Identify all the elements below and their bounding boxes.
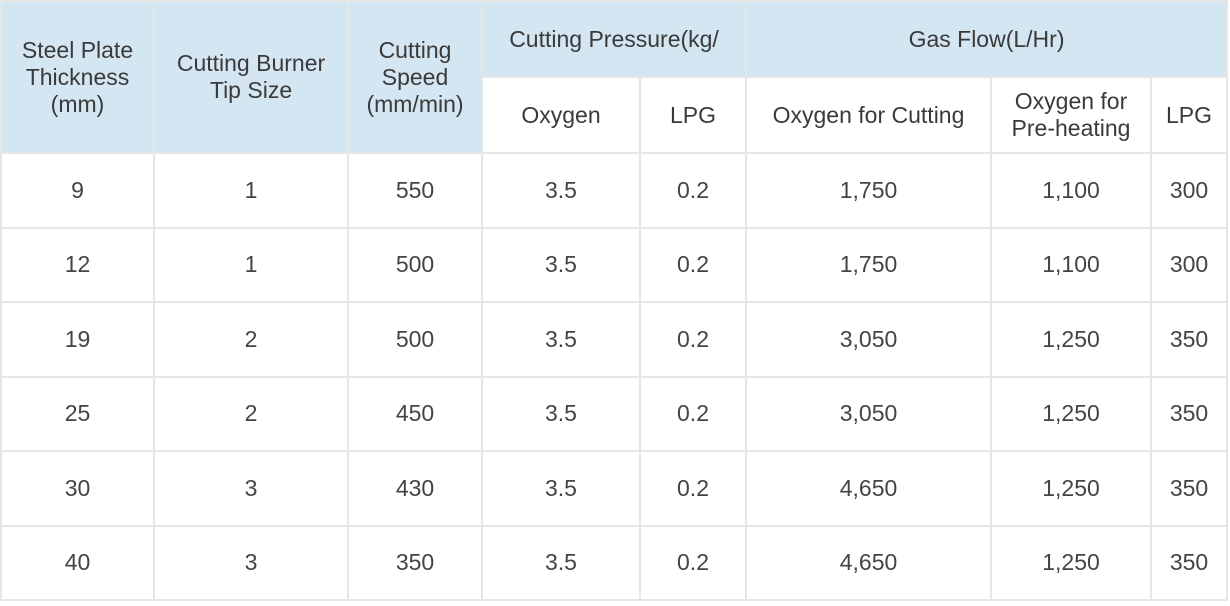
header-row-sub: Oxygen LPG Oxygen for Cutting Oxygen for… [1, 76, 1229, 154]
table-body: 9 1 550 3.5 0.2 1,750 1,100 300 12 1 500… [0, 152, 1229, 601]
header-flow-oxygen-preheating: Oxygen for Pre-heating [990, 76, 1153, 154]
table-row: 19 2 500 3.5 0.2 3,050 1,250 350 [0, 301, 1229, 378]
header-row-top: Steel Plate Thickness (mm) Cutting Burne… [0, 0, 1229, 154]
cell-pressure-oxygen: 3.5 [481, 152, 641, 229]
cell-pressure-lpg: 0.2 [638, 301, 748, 378]
cell-speed: 450 [347, 375, 483, 452]
cell-thickness: 30 [0, 450, 155, 527]
cell-tip-size: 3 [153, 450, 349, 527]
cell-thickness: 40 [0, 524, 155, 601]
cell-flow-oxygen-cutting: 3,050 [745, 375, 993, 452]
cell-speed: 430 [347, 450, 483, 527]
header-pressure-oxygen: Oxygen [481, 76, 641, 154]
cell-flow-lpg: 350 [1150, 450, 1229, 527]
header-thickness: Steel Plate Thickness (mm) [0, 0, 155, 154]
cell-thickness: 25 [0, 375, 155, 452]
cell-flow-lpg: 350 [1150, 375, 1229, 452]
cell-flow-lpg: 350 [1150, 524, 1229, 601]
cell-flow-oxygen-preheating: 1,250 [990, 524, 1153, 601]
cell-pressure-oxygen: 3.5 [481, 301, 641, 378]
cell-flow-lpg: 300 [1150, 226, 1229, 303]
cell-thickness: 12 [0, 226, 155, 303]
cell-pressure-lpg: 0.2 [638, 375, 748, 452]
cell-tip-size: 2 [153, 375, 349, 452]
cell-tip-size: 1 [153, 226, 349, 303]
cell-flow-lpg: 300 [1150, 152, 1229, 229]
cell-flow-oxygen-preheating: 1,250 [990, 375, 1153, 452]
header-flow-oxygen-cutting: Oxygen for Cutting [745, 76, 993, 154]
cell-flow-oxygen-cutting: 1,750 [745, 226, 993, 303]
cell-tip-size: 2 [153, 301, 349, 378]
cell-pressure-lpg: 0.2 [638, 152, 748, 229]
cell-thickness: 19 [0, 301, 155, 378]
cell-speed: 500 [347, 226, 483, 303]
cell-flow-oxygen-cutting: 4,650 [745, 524, 993, 601]
table-row: 30 3 430 3.5 0.2 4,650 1,250 350 [0, 450, 1229, 527]
cell-pressure-lpg: 0.2 [638, 450, 748, 527]
table-row: 9 1 550 3.5 0.2 1,750 1,100 300 [0, 152, 1229, 229]
header-pressure-lpg: LPG [638, 76, 748, 154]
cell-pressure-oxygen: 3.5 [481, 226, 641, 303]
table-header: Steel Plate Thickness (mm) Cutting Burne… [0, 0, 1229, 154]
cell-thickness: 9 [0, 152, 155, 229]
cell-pressure-oxygen: 3.5 [481, 524, 641, 601]
cell-flow-lpg: 350 [1150, 301, 1229, 378]
cell-tip-size: 1 [153, 152, 349, 229]
header-cutting-pressure: Cutting Pressure(kg/ [480, 0, 748, 78]
cell-pressure-lpg: 0.2 [638, 226, 748, 303]
cell-flow-oxygen-preheating: 1,100 [990, 226, 1153, 303]
cell-flow-oxygen-preheating: 1,100 [990, 152, 1153, 229]
header-tip-size: Cutting Burner Tip Size [153, 0, 349, 154]
table-row: 12 1 500 3.5 0.2 1,750 1,100 300 [0, 226, 1229, 303]
cell-tip-size: 3 [153, 524, 349, 601]
cell-flow-oxygen-cutting: 3,050 [745, 301, 993, 378]
cell-pressure-oxygen: 3.5 [481, 375, 641, 452]
header-gas-flow: Gas Flow(L/Hr) [745, 0, 1229, 78]
cell-flow-oxygen-cutting: 4,650 [745, 450, 993, 527]
table-row: 25 2 450 3.5 0.2 3,050 1,250 350 [0, 375, 1229, 452]
cell-flow-oxygen-preheating: 1,250 [990, 301, 1153, 378]
cell-flow-oxygen-cutting: 1,750 [745, 152, 993, 229]
cell-flow-oxygen-preheating: 1,250 [990, 450, 1153, 527]
cell-speed: 550 [347, 152, 483, 229]
table-row: 40 3 350 3.5 0.2 4,650 1,250 350 [0, 524, 1229, 601]
cell-pressure-oxygen: 3.5 [481, 450, 641, 527]
header-cutting-speed: Cutting Speed (mm/min) [347, 0, 483, 154]
header-flow-lpg: LPG [1150, 76, 1229, 154]
cell-pressure-lpg: 0.2 [638, 524, 748, 601]
cell-speed: 350 [347, 524, 483, 601]
cell-speed: 500 [347, 301, 483, 378]
